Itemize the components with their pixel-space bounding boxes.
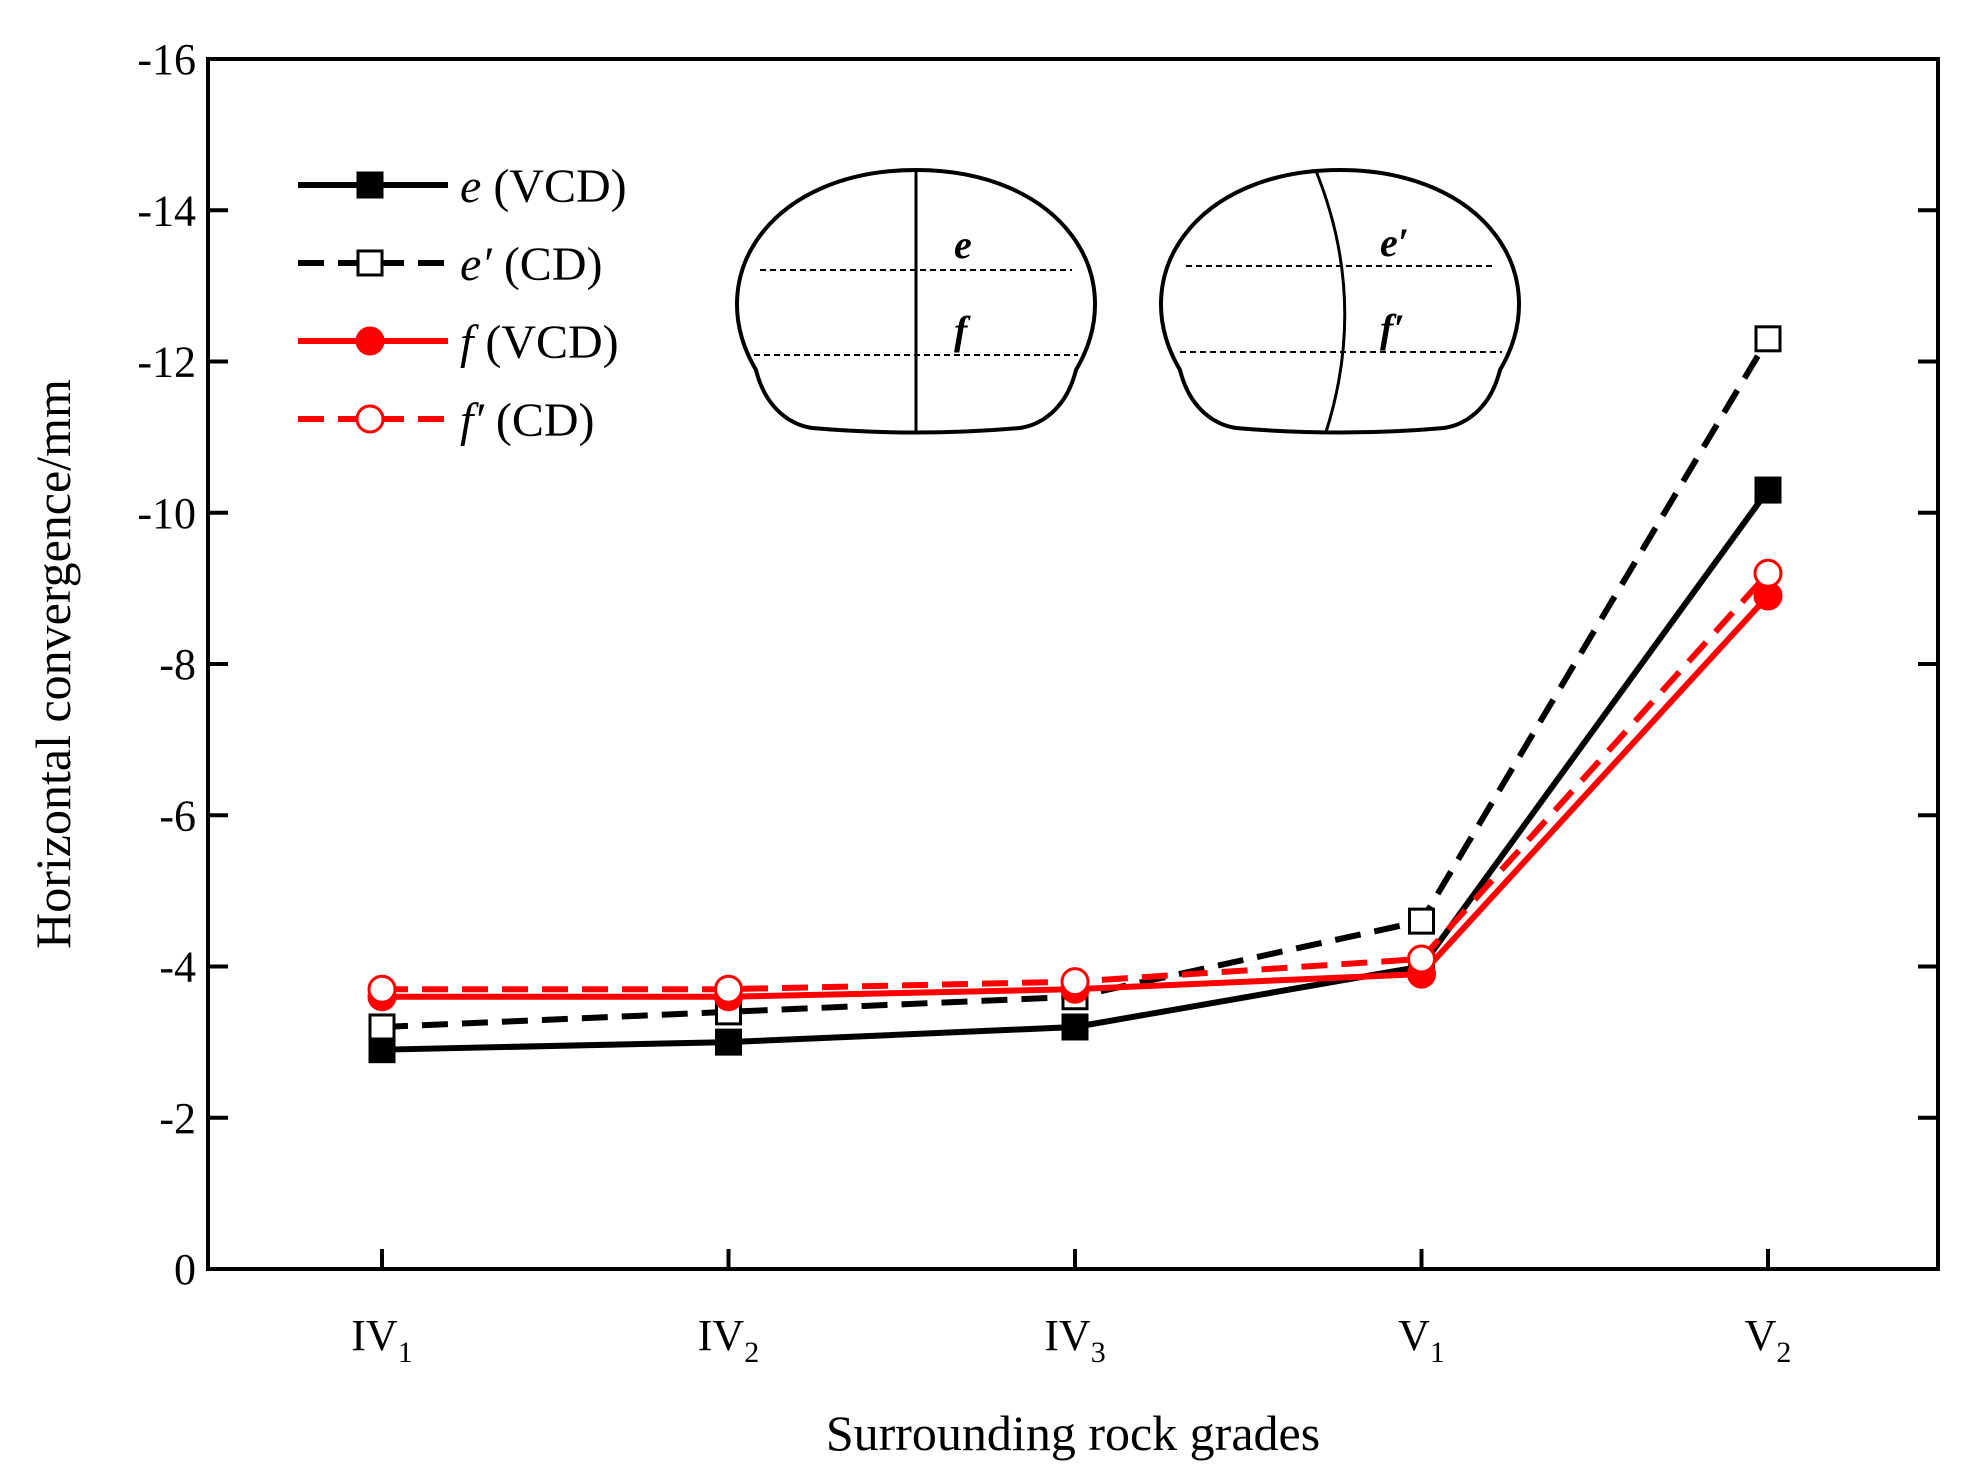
legend-symbol: e bbox=[460, 160, 481, 213]
legend-method: (CD) bbox=[492, 238, 603, 291]
data-point bbox=[1408, 907, 1435, 935]
data-point bbox=[714, 974, 743, 1004]
series-line bbox=[381, 488, 1771, 1053]
cd-curved-wall bbox=[1314, 170, 1347, 433]
series-line bbox=[382, 593, 1771, 1000]
x-axis: IV1 IV2 IV3 V1 V2 bbox=[351, 1249, 1791, 1369]
legend-marker bbox=[355, 404, 385, 434]
legend-label: f (VCD) bbox=[460, 316, 619, 369]
x-tick-label-base: V bbox=[1398, 1311, 1430, 1360]
data-point bbox=[1753, 558, 1783, 588]
vcd-label-e: e bbox=[954, 222, 972, 267]
y-tick-label: -2 bbox=[159, 1094, 196, 1143]
legend-label: e (VCD) bbox=[460, 160, 627, 213]
data-point bbox=[1060, 967, 1090, 997]
legend-marker bbox=[356, 249, 384, 277]
x-tick-label-subscript: 3 bbox=[1091, 1336, 1106, 1369]
y-tick-label: -16 bbox=[137, 35, 196, 84]
y-tick-label: -12 bbox=[137, 338, 196, 387]
legend-marker bbox=[356, 171, 384, 199]
y-tick-label: -14 bbox=[137, 186, 196, 235]
x-tick-label-subscript: 1 bbox=[398, 1336, 413, 1369]
y-tick-label: 0 bbox=[174, 1245, 196, 1294]
data-point bbox=[368, 1036, 396, 1064]
x-tick-label: IV2 bbox=[698, 1311, 759, 1369]
data-point bbox=[1754, 325, 1782, 353]
series-layer bbox=[367, 325, 1783, 1064]
inset-vcd-section: e f bbox=[735, 167, 1097, 435]
x-tick-label-base: V bbox=[1745, 1311, 1777, 1360]
data-point bbox=[1407, 944, 1436, 974]
y-tick-label: -8 bbox=[159, 640, 196, 689]
x-tick-label-base: IV bbox=[698, 1311, 745, 1360]
data-point bbox=[1061, 1013, 1089, 1041]
y-axis-title: Horizontal convergence/mm bbox=[25, 379, 81, 949]
x-tick-label: IV1 bbox=[351, 1311, 412, 1369]
legend-method: (CD) bbox=[484, 394, 595, 447]
data-point bbox=[715, 1028, 742, 1056]
series-3 bbox=[367, 558, 1783, 1004]
data-point bbox=[1754, 476, 1782, 504]
y-tick-label: -4 bbox=[159, 943, 196, 992]
legend-method: (VCD) bbox=[473, 316, 618, 369]
x-tick-label-base: IV bbox=[1044, 1311, 1091, 1360]
x-axis-title: Surrounding rock grades bbox=[826, 1405, 1320, 1461]
x-tick-label: IV3 bbox=[1044, 1311, 1105, 1369]
legend-method: (VCD) bbox=[481, 160, 626, 213]
data-point bbox=[368, 1013, 396, 1041]
x-tick-label: V1 bbox=[1398, 1311, 1445, 1369]
y-axis: 0 -2 -4 -6 -8 -10 -12 -14 -16 bbox=[137, 35, 1938, 1294]
vcd-outline bbox=[735, 167, 1097, 435]
x-tick-label-subscript: 2 bbox=[1776, 1336, 1791, 1369]
series-line bbox=[382, 571, 1771, 993]
x-tick-label-subscript: 1 bbox=[1430, 1336, 1445, 1369]
legend-label: f′ (CD) bbox=[460, 394, 595, 447]
y-tick-label: -10 bbox=[137, 489, 196, 538]
cd-label-f: f′ bbox=[1380, 306, 1405, 351]
inset-cd-section: e′ f′ bbox=[1159, 167, 1521, 435]
vcd-label-f: f bbox=[954, 308, 971, 353]
x-tick-label-base: IV bbox=[351, 1311, 398, 1360]
cd-outline bbox=[1159, 167, 1521, 435]
x-tick-label-subscript: 2 bbox=[744, 1336, 759, 1369]
x-tick-label: V2 bbox=[1745, 1311, 1792, 1369]
y-tick-label: -6 bbox=[159, 791, 196, 840]
legend-label: e′ (CD) bbox=[460, 238, 602, 291]
legend: e (VCD) e′ (CD) f (VCD) f′ (CD) bbox=[298, 160, 627, 447]
cd-label-e: e′ bbox=[1380, 220, 1409, 265]
legend-symbol: e′ bbox=[460, 238, 493, 291]
legend-marker bbox=[355, 326, 385, 356]
legend-symbol: f′ bbox=[460, 394, 485, 447]
data-point bbox=[367, 974, 397, 1004]
